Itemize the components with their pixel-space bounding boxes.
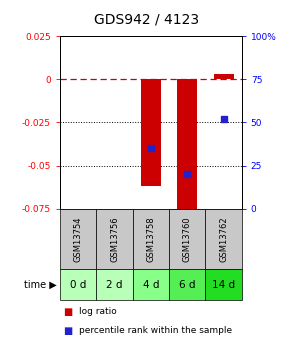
Text: 14 d: 14 d: [212, 280, 235, 289]
Text: GSM13760: GSM13760: [183, 216, 192, 262]
Text: ■: ■: [63, 307, 72, 317]
Text: GSM13754: GSM13754: [74, 216, 83, 262]
Text: time ▶: time ▶: [24, 280, 57, 289]
Bar: [141, 79, 161, 186]
Text: GSM13756: GSM13756: [110, 216, 119, 262]
Text: percentile rank within the sample: percentile rank within the sample: [79, 326, 232, 335]
Text: GSM13758: GSM13758: [146, 216, 155, 262]
Text: ■: ■: [63, 326, 72, 336]
Bar: [177, 79, 197, 226]
Bar: [214, 74, 234, 79]
Text: 4 d: 4 d: [143, 280, 159, 289]
Text: 2 d: 2 d: [106, 280, 123, 289]
Text: GDS942 / 4123: GDS942 / 4123: [94, 12, 199, 26]
Text: GSM13762: GSM13762: [219, 216, 228, 262]
Text: 6 d: 6 d: [179, 280, 195, 289]
Text: log ratio: log ratio: [79, 307, 117, 316]
Text: 0 d: 0 d: [70, 280, 86, 289]
